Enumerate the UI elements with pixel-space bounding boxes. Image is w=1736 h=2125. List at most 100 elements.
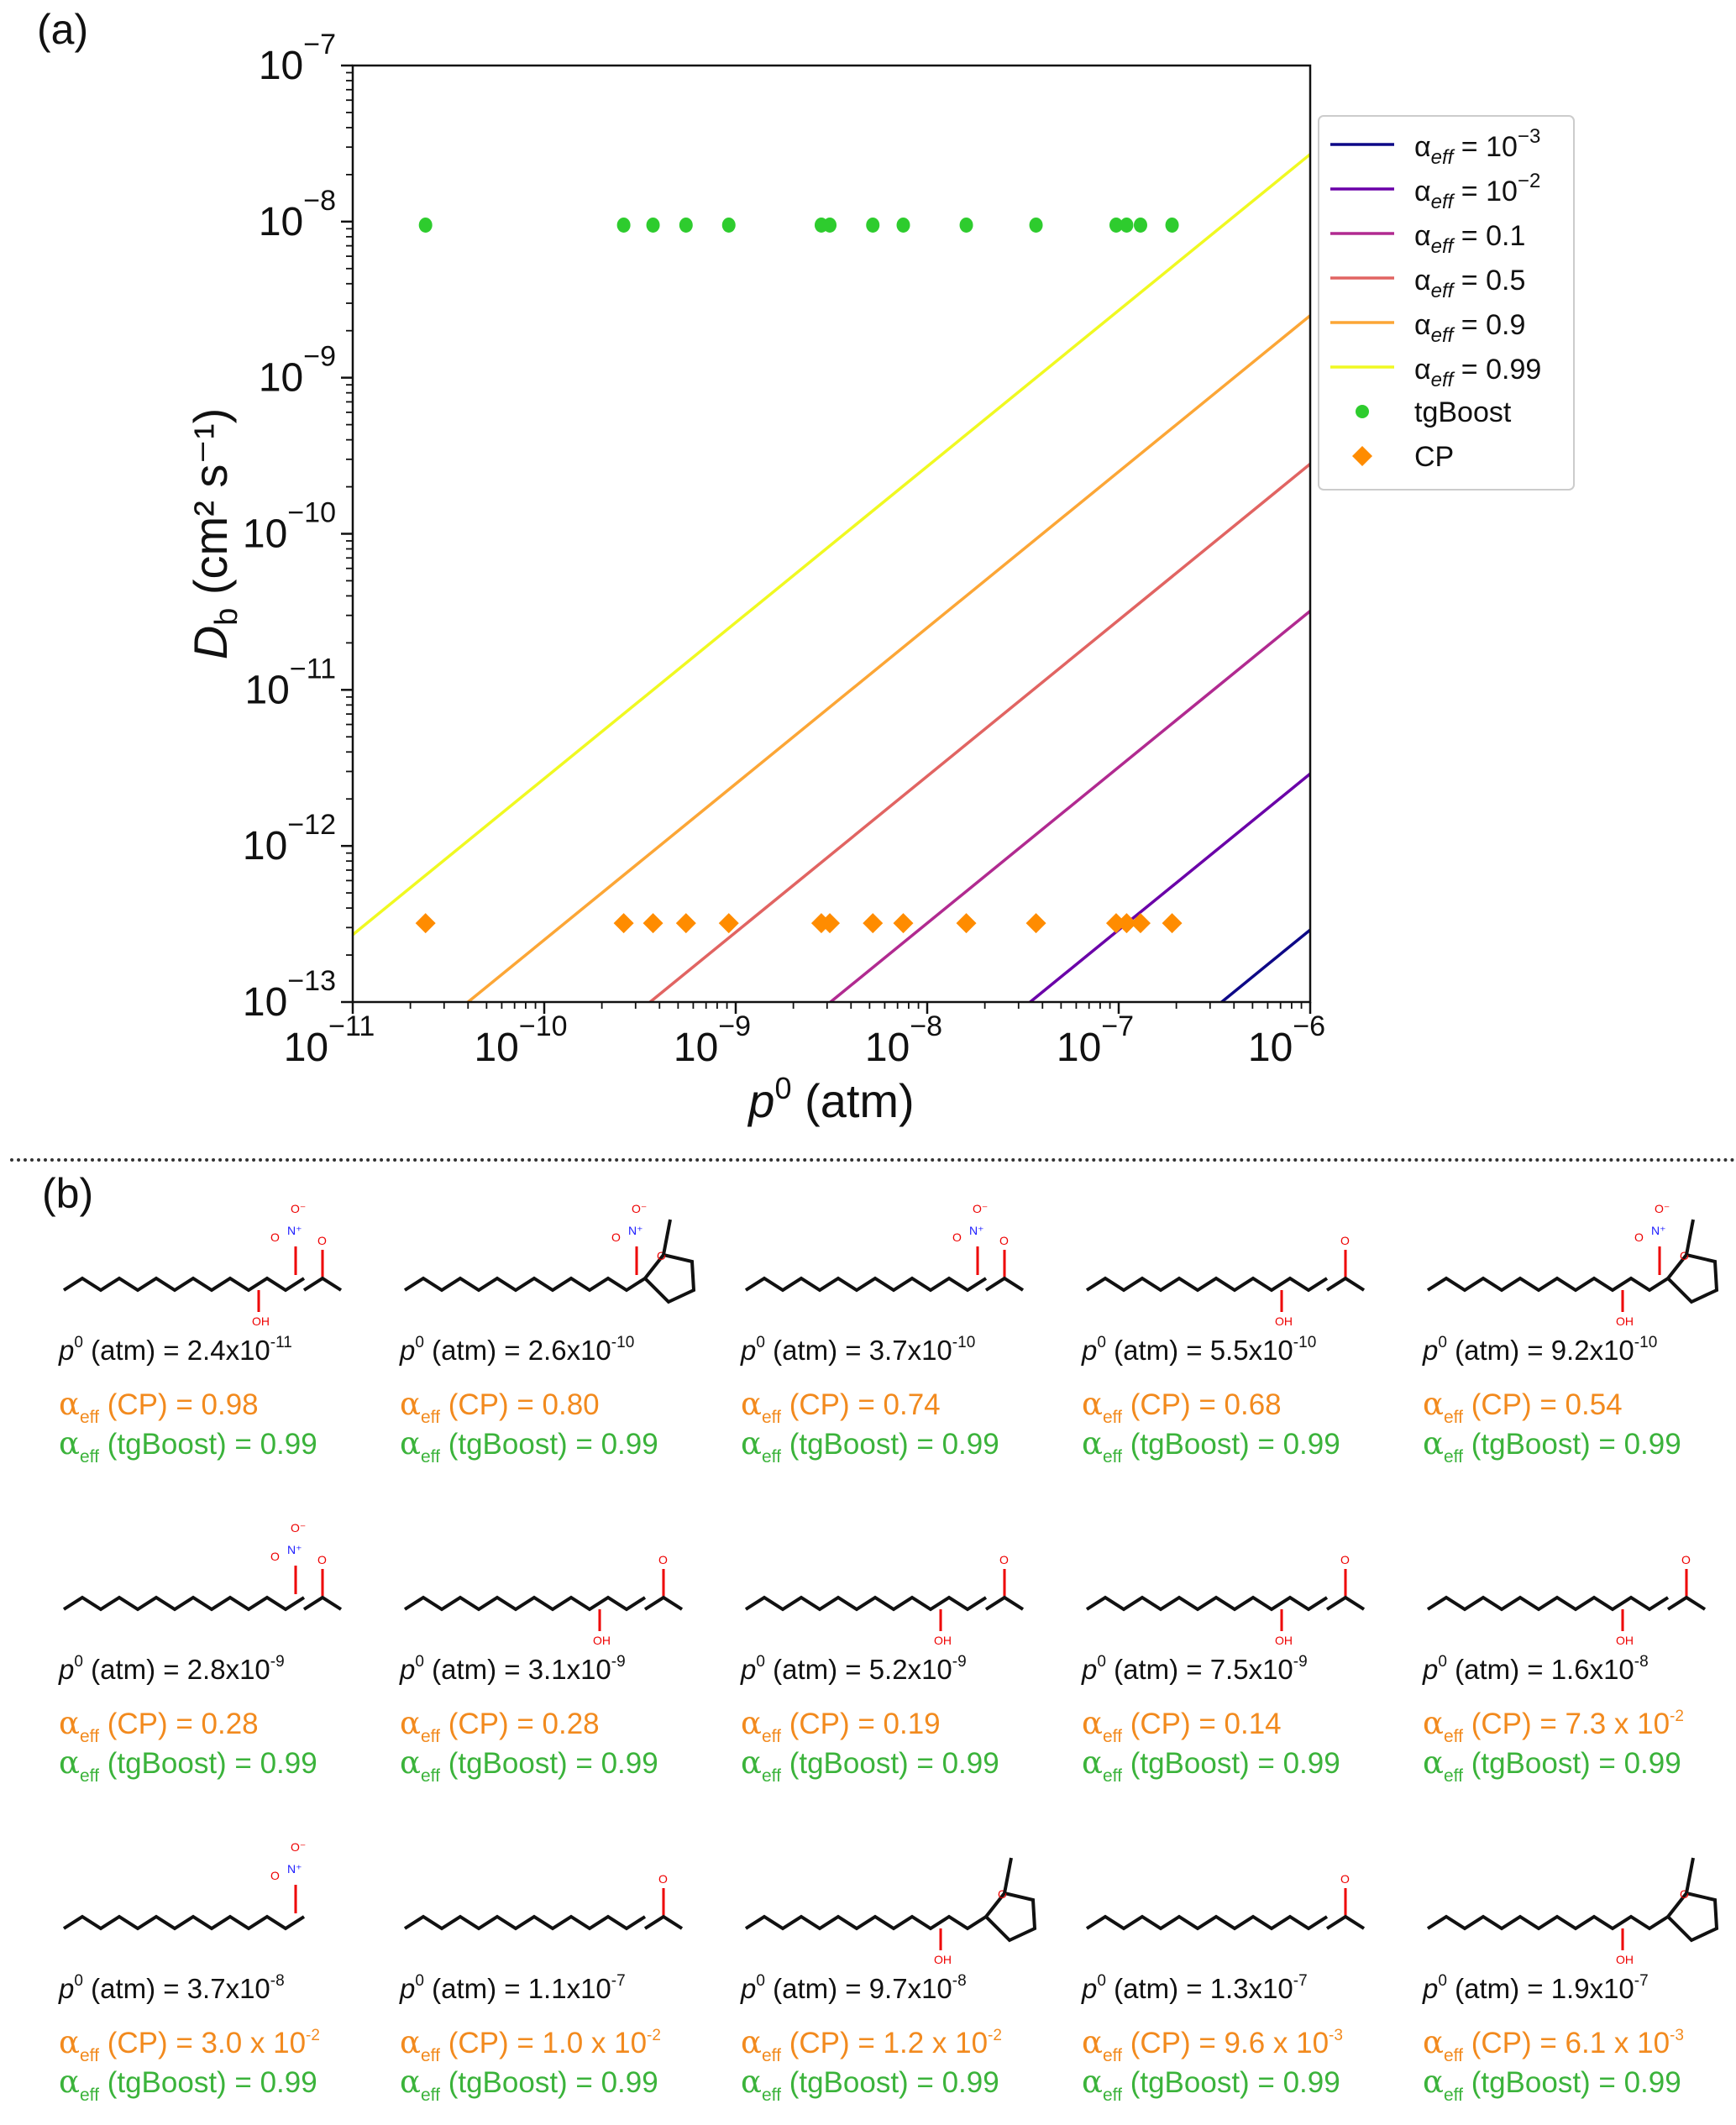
- oxygen-label: O: [270, 1869, 280, 1882]
- oxygen-label: O⁻: [291, 1840, 306, 1854]
- alpha-eff-tgboost-label: αeff (tgBoost) = 0.99: [400, 1745, 658, 1786]
- molecule-structure-icon: O OH: [403, 1553, 684, 1646]
- alpha-eff-tgboost-label: αeff (tgBoost) = 0.99: [1082, 1425, 1340, 1467]
- oxygen-label: O: [657, 1249, 666, 1262]
- x-axis-label: p0 (atm): [747, 1071, 914, 1127]
- marker-tgboost-6: [823, 217, 837, 233]
- hydroxyl-label: OH: [593, 1634, 611, 1646]
- molecule-card: N⁺ O O⁻ p0 (atm) = 3.7x10-8 αeff (CP) = 3.0 …: [52, 1823, 388, 2125]
- molecule-structure-icon: N⁺ O O⁻: [62, 1840, 306, 1931]
- vapor-pressure-label: p0 (atm) = 1.9x10-7: [1423, 1972, 1649, 2004]
- legend-entry-label: αeff = 0.1: [1414, 220, 1525, 258]
- marker-cp-13: [1130, 913, 1151, 934]
- carbon-chain: [744, 1914, 988, 1931]
- alpha-line-3: [648, 463, 1310, 1002]
- alpha-eff-tgboost-label: αeff (tgBoost) = 0.99: [400, 2064, 658, 2105]
- y-tick-label: 10−7: [259, 29, 336, 88]
- marker-tgboost-10: [1029, 217, 1043, 233]
- marker-cp-4: [718, 913, 739, 934]
- vapor-pressure-label: p0 (atm) = 5.2x10-9: [741, 1653, 967, 1685]
- x-tick-label: 10−11: [284, 1010, 375, 1070]
- molecule-structure-icon: N⁺ O O⁻ O OH: [62, 1202, 343, 1327]
- marker-cp-8: [893, 913, 914, 934]
- nitrogen-label: N⁺: [287, 1543, 302, 1556]
- y-axis-label: Db (cm² s⁻¹): [184, 408, 244, 660]
- bond: [302, 1595, 343, 1611]
- bond: [1666, 1595, 1707, 1611]
- marker-tgboost-12: [1120, 217, 1134, 233]
- bond: [643, 1595, 684, 1611]
- molecule-structure-icon: N⁺ O O⁻ O: [744, 1202, 1025, 1293]
- oxygen-label: O: [658, 1872, 668, 1886]
- oxygen-label: O⁻: [291, 1521, 306, 1535]
- molecule-structure-icon: O OH: [744, 1857, 1037, 1965]
- marker-tgboost-13: [1133, 217, 1147, 233]
- oxygen-label: O: [1340, 1234, 1350, 1247]
- marker-cp-12: [1116, 913, 1137, 934]
- carbon-chain: [1085, 1276, 1329, 1293]
- chart-panel-a: 10−11 10−10 10−9 10−8 10−7 10−6 10−13 10−12 10−1…: [184, 29, 1575, 1127]
- nitrogen-label: N⁺: [969, 1224, 984, 1237]
- y-tick-label: 10−8: [259, 185, 336, 244]
- alpha-eff-cp-label: αeff (CP) = 1.0 x 10-2: [400, 2024, 661, 2065]
- alpha-eff-tgboost-label: αeff (tgBoost) = 0.99: [1082, 1745, 1340, 1786]
- y-axis-label-symbol: D: [184, 626, 237, 659]
- carbon-chain: [62, 1595, 306, 1612]
- vapor-pressure-label: p0 (atm) = 7.5x10-9: [1082, 1653, 1308, 1685]
- x-axis-label-unit: (atm): [791, 1074, 914, 1127]
- legend-entry-label: CP: [1414, 441, 1454, 473]
- bond: [1325, 1595, 1366, 1611]
- molecule-structure-icon: O: [1085, 1872, 1366, 1931]
- marker-tgboost-8: [896, 217, 910, 233]
- carbon-chain: [1426, 1276, 1670, 1293]
- molecule-structure-icon: O: [403, 1872, 684, 1931]
- molecule-card: O N⁺ O O⁻ OH p0 (atm) = 9.2x10-10 αeff (CP) = …: [1416, 1184, 1736, 1487]
- vapor-pressure-label: p0 (atm) = 3.1x10-9: [400, 1653, 626, 1685]
- marker-cp-10: [1025, 913, 1046, 934]
- alpha-eff-tgboost-label: αeff (tgBoost) = 0.99: [741, 1425, 999, 1467]
- x-tick-label: 10−9: [674, 1010, 751, 1070]
- panel-b-label: (b): [42, 1170, 94, 1217]
- marker-cp-0: [415, 913, 436, 934]
- legend-entry-label: αeff = 10−3: [1414, 125, 1540, 169]
- carbon-chain: [62, 1276, 306, 1293]
- hydroxyl-label: OH: [252, 1314, 270, 1327]
- alpha-eff-cp-label: αeff (CP) = 1.2 x 10-2: [741, 2024, 1002, 2065]
- alpha-eff-cp-label: αeff (CP) = 0.28: [59, 1705, 259, 1746]
- vapor-pressure-label: p0 (atm) = 1.6x10-8: [1423, 1653, 1649, 1685]
- alpha-eff-tgboost-label: αeff (tgBoost) = 0.99: [741, 1745, 999, 1786]
- alpha-eff-tgboost-label: αeff (tgBoost) = 0.99: [59, 1745, 317, 1786]
- bond: [302, 1276, 343, 1292]
- oxygen-label: O: [270, 1230, 280, 1244]
- vapor-pressure-label: p0 (atm) = 1.3x10-7: [1082, 1972, 1308, 2004]
- y-tick-label: 10−10: [243, 497, 336, 557]
- markers: [415, 217, 1183, 934]
- legend-swatch-diamond: [1352, 446, 1372, 466]
- alpha-eff-tgboost-label: αeff (tgBoost) = 0.99: [1423, 2064, 1681, 2105]
- marker-cp-14: [1162, 913, 1183, 934]
- oxygen-label: O: [952, 1230, 962, 1244]
- oxygen-label: O: [270, 1550, 280, 1563]
- oxygen-label: O⁻: [632, 1202, 647, 1215]
- molecule-structure-icon: O OH: [1426, 1553, 1707, 1646]
- molecule-structure-icon: O OH: [1085, 1234, 1366, 1327]
- vapor-pressure-label: p0 (atm) = 2.4x10-11: [59, 1334, 292, 1366]
- hydroxyl-label: OH: [1275, 1314, 1293, 1327]
- carbon-chain: [744, 1595, 988, 1612]
- alpha-eff-cp-label: αeff (CP) = 0.68: [1082, 1386, 1282, 1427]
- oxygen-label: O⁻: [973, 1202, 988, 1215]
- vapor-pressure-label: p0 (atm) = 5.5x10-10: [1082, 1334, 1317, 1366]
- panel-divider: [10, 1158, 1736, 1162]
- marker-cp-1: [613, 913, 634, 934]
- carbon-chain: [1085, 1595, 1329, 1612]
- molecule-structure-icon: O N⁺ O O⁻ OH: [1426, 1202, 1719, 1327]
- carbon-chain: [403, 1595, 647, 1612]
- hydroxyl-label: OH: [934, 1634, 952, 1646]
- oxygen-label: O: [317, 1234, 327, 1247]
- alpha-eff-cp-label: αeff (CP) = 0.14: [1082, 1705, 1282, 1746]
- carbon-chain: [1085, 1914, 1329, 1931]
